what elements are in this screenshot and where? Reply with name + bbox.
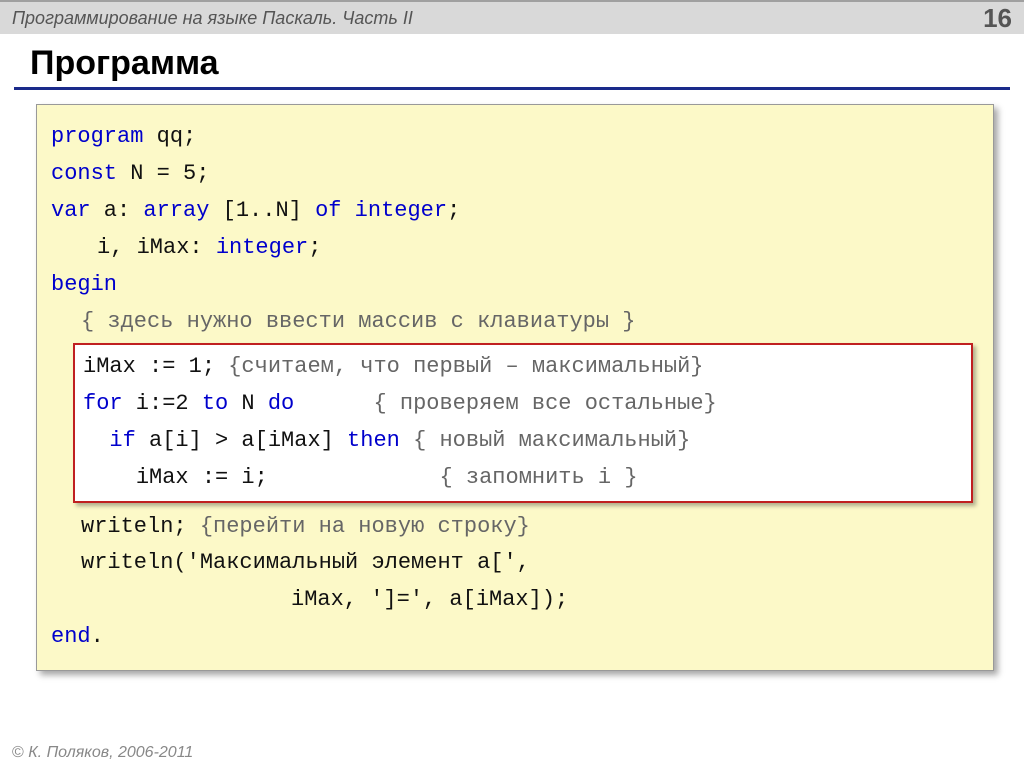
code-text: ; <box>447 198 460 223</box>
code-text: [1..N] <box>209 198 315 223</box>
code-line: iMax := i; { запомнить i } <box>83 460 963 497</box>
code-text: iMax := i; <box>136 465 268 490</box>
code-text: N <box>228 391 268 416</box>
code-text: a[i] > a[iMax] <box>136 428 347 453</box>
code-line: writeln('Максимальный элемент a[', <box>51 545 979 582</box>
code-line: begin <box>51 267 979 304</box>
code-text: i:=2 <box>123 391 202 416</box>
keyword: begin <box>51 272 117 297</box>
code-text: writeln; <box>81 514 200 539</box>
slide: Программирование на языке Паскаль. Часть… <box>0 0 1024 768</box>
keyword: var <box>51 198 91 223</box>
page-number: 16 <box>983 3 1012 34</box>
code-text: iMax := 1; <box>83 354 228 379</box>
comment: { проверяем все остальные} <box>373 391 716 416</box>
comment: {перейти на новую строку} <box>200 514 530 539</box>
code-line: if a[i] > a[iMax] then { новый максималь… <box>83 423 963 460</box>
code-line: for i:=2 to N do { проверяем все остальн… <box>83 386 963 423</box>
code-text: a: <box>91 198 144 223</box>
keyword: end <box>51 624 91 649</box>
code-line: end. <box>51 619 979 656</box>
code-line: program qq; <box>51 119 979 156</box>
comment: { новый максимальный} <box>413 428 690 453</box>
keyword: program <box>51 124 143 149</box>
comment: { запомнить i } <box>439 465 637 490</box>
code-text: writeln('Максимальный элемент a[', <box>81 550 530 575</box>
footer-text: К. Поляков, 2006-2011 <box>24 744 194 761</box>
keyword: const <box>51 161 117 186</box>
header-subject: Программирование на языке Паскаль. Часть… <box>12 8 413 29</box>
code-text <box>400 428 413 453</box>
code-line: var a: array [1..N] of integer; <box>51 193 979 230</box>
keyword: of <box>315 198 341 223</box>
code-line: iMax, ']=', a[iMax]); <box>51 582 979 619</box>
keyword: array <box>143 198 209 223</box>
comment: { здесь нужно ввести массив с клавиатуры… <box>81 309 636 334</box>
keyword: integer <box>216 235 308 260</box>
code-line: writeln; {перейти на новую строку} <box>51 509 979 546</box>
keyword: then <box>347 428 400 453</box>
code-line: i, iMax: integer; <box>51 230 979 267</box>
code-text <box>268 465 440 490</box>
code-text: iMax, ']=', a[iMax]); <box>291 587 568 612</box>
code-text <box>341 198 354 223</box>
keyword: if <box>109 428 135 453</box>
code-panel: program qq; const N = 5; var a: array [1… <box>36 104 994 671</box>
code-text: . <box>91 624 104 649</box>
title-underline <box>14 87 1010 90</box>
footer: © К. Поляков, 2006-2011 <box>12 744 193 762</box>
code-text <box>294 391 373 416</box>
code-line: { здесь нужно ввести массив с клавиатуры… <box>51 304 979 341</box>
comment: {считаем, что первый – максимальный} <box>228 354 703 379</box>
page-title: Программа <box>0 34 1024 87</box>
keyword: for <box>83 391 123 416</box>
indent <box>83 465 136 490</box>
header-bar: Программирование на языке Паскаль. Часть… <box>0 2 1024 34</box>
code-text: i, iMax: <box>97 235 216 260</box>
copyright-symbol: © <box>12 744 24 761</box>
highlight-box: iMax := 1; {считаем, что первый – максим… <box>73 343 973 503</box>
code-line: iMax := 1; {считаем, что первый – максим… <box>83 349 963 386</box>
code-text: ; <box>308 235 321 260</box>
keyword: do <box>268 391 294 416</box>
indent <box>83 428 109 453</box>
code-text: N = 5; <box>117 161 209 186</box>
keyword: to <box>202 391 228 416</box>
keyword: integer <box>355 198 447 223</box>
code-text: qq; <box>143 124 196 149</box>
code-line: const N = 5; <box>51 156 979 193</box>
